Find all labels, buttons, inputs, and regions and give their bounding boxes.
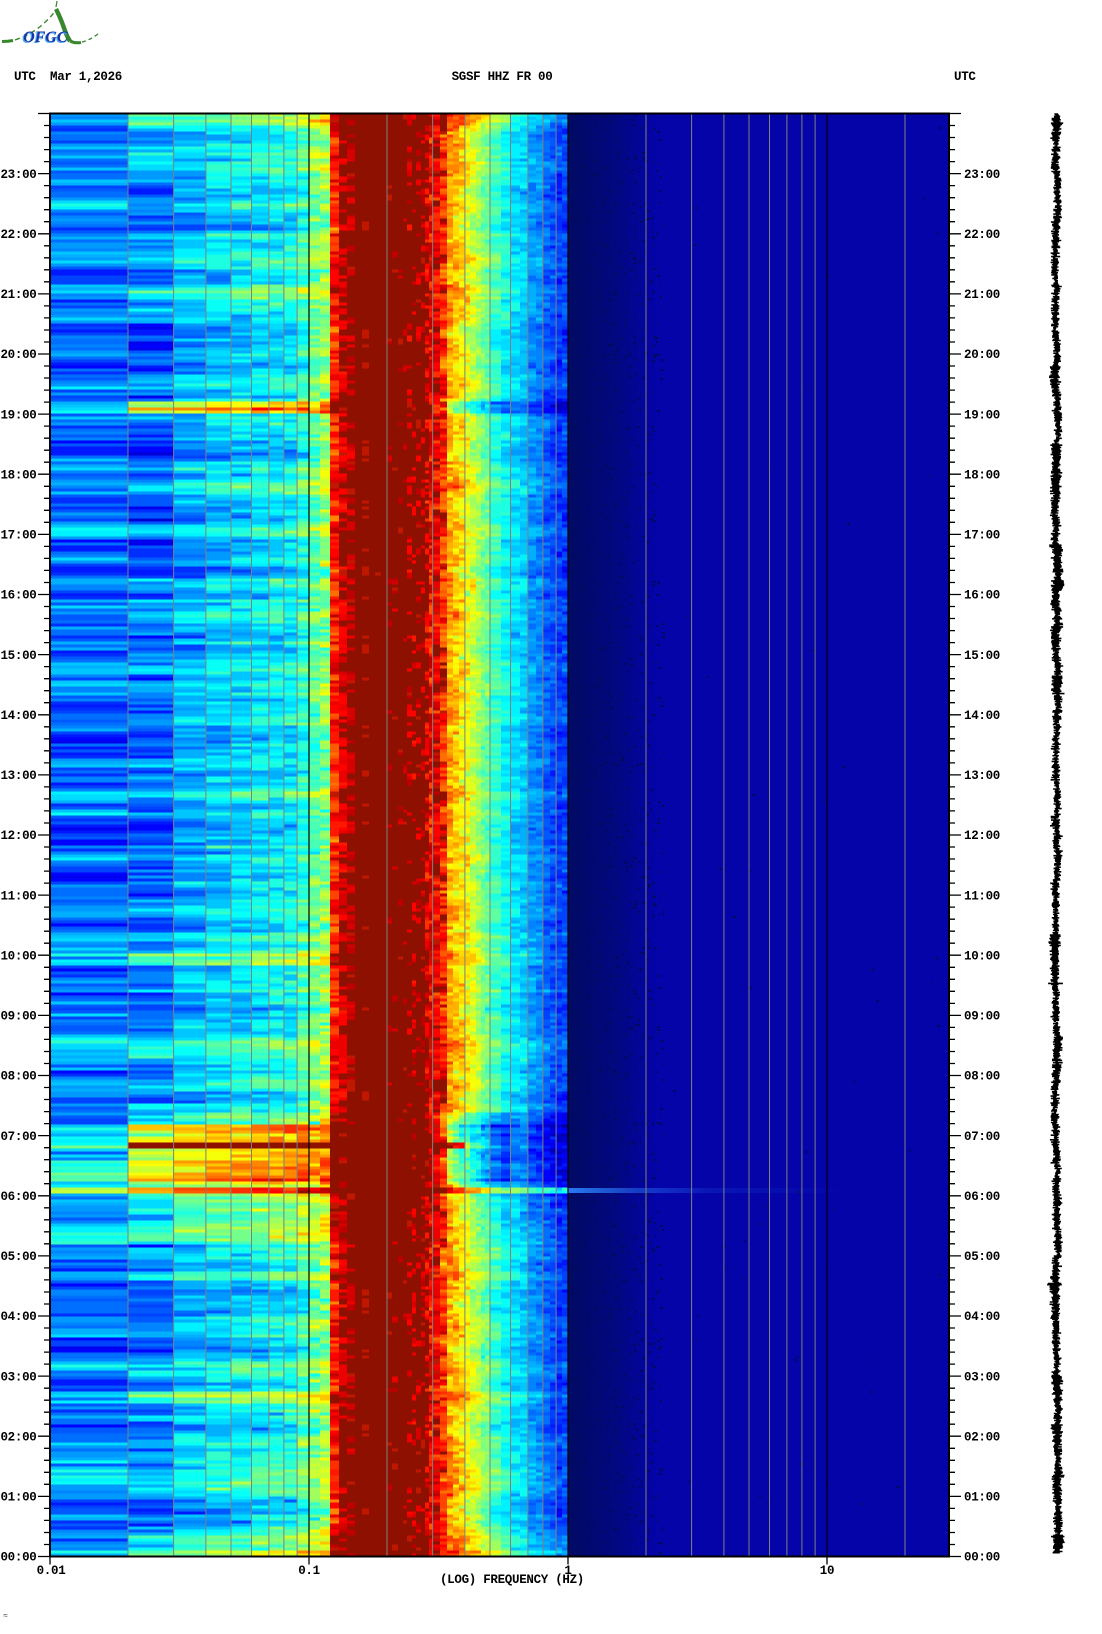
svg-text:(LOG) FREQUENCY (HZ): (LOG) FREQUENCY (HZ) bbox=[440, 1573, 584, 1587]
svg-text:16:00: 16:00 bbox=[0, 589, 36, 603]
svg-text:UTC: UTC bbox=[954, 70, 976, 84]
svg-text:21:00: 21:00 bbox=[964, 288, 1000, 302]
svg-text:08:00: 08:00 bbox=[0, 1070, 36, 1084]
svg-text:10:00: 10:00 bbox=[964, 950, 1000, 964]
svg-text:OFGC: OFGC bbox=[22, 30, 67, 47]
svg-text:03:00: 03:00 bbox=[964, 1370, 1000, 1384]
svg-text:05:00: 05:00 bbox=[0, 1250, 36, 1264]
svg-text:20:00: 20:00 bbox=[964, 348, 1000, 362]
svg-text:04:00: 04:00 bbox=[0, 1310, 36, 1324]
svg-text:19:00: 19:00 bbox=[0, 408, 36, 422]
svg-text:UTC: UTC bbox=[14, 70, 36, 84]
svg-text:12:00: 12:00 bbox=[0, 829, 36, 843]
svg-text:13:00: 13:00 bbox=[964, 769, 1000, 783]
svg-text:Mar 1,2026: Mar 1,2026 bbox=[50, 70, 122, 84]
svg-text:14:00: 14:00 bbox=[964, 709, 1000, 723]
svg-text:20:00: 20:00 bbox=[0, 348, 36, 362]
svg-text:14:00: 14:00 bbox=[0, 709, 36, 723]
svg-text:1: 1 bbox=[564, 1564, 571, 1578]
svg-text:12:00: 12:00 bbox=[964, 829, 1000, 843]
svg-text:≈: ≈ bbox=[3, 1612, 8, 1621]
svg-text:22:00: 22:00 bbox=[964, 228, 1000, 242]
svg-text:16:00: 16:00 bbox=[964, 589, 1000, 603]
svg-text:23:00: 23:00 bbox=[0, 168, 36, 182]
svg-text:09:00: 09:00 bbox=[0, 1010, 36, 1024]
svg-text:02:00: 02:00 bbox=[964, 1431, 1000, 1445]
svg-text:04:00: 04:00 bbox=[964, 1310, 1000, 1324]
svg-text:06:00: 06:00 bbox=[0, 1190, 36, 1204]
svg-text:SGSF HHZ FR 00: SGSF HHZ FR 00 bbox=[452, 70, 553, 84]
svg-text:23:00: 23:00 bbox=[964, 168, 1000, 182]
svg-text:18:00: 18:00 bbox=[964, 468, 1000, 482]
svg-text:15:00: 15:00 bbox=[0, 649, 36, 663]
svg-text:17:00: 17:00 bbox=[0, 529, 36, 543]
svg-text:08:00: 08:00 bbox=[964, 1070, 1000, 1084]
svg-text:10:00: 10:00 bbox=[0, 950, 36, 964]
svg-text:18:00: 18:00 bbox=[0, 468, 36, 482]
svg-text:03:00: 03:00 bbox=[0, 1370, 36, 1384]
svg-text:17:00: 17:00 bbox=[964, 529, 1000, 543]
svg-text:0.1: 0.1 bbox=[298, 1564, 320, 1578]
svg-text:06:00: 06:00 bbox=[964, 1190, 1000, 1204]
svg-text:OFGC: OFGC bbox=[23, 29, 68, 46]
svg-text:11:00: 11:00 bbox=[964, 889, 1000, 903]
svg-text:07:00: 07:00 bbox=[0, 1130, 36, 1144]
svg-text:01:00: 01:00 bbox=[964, 1491, 1000, 1505]
svg-text:00:00: 00:00 bbox=[964, 1551, 1000, 1565]
svg-text:0.01: 0.01 bbox=[37, 1564, 66, 1578]
svg-text:00:00: 00:00 bbox=[0, 1551, 36, 1565]
svg-text:10: 10 bbox=[820, 1564, 834, 1578]
svg-text:22:00: 22:00 bbox=[0, 228, 36, 242]
svg-text:15:00: 15:00 bbox=[964, 649, 1000, 663]
svg-text:05:00: 05:00 bbox=[964, 1250, 1000, 1264]
svg-text:09:00: 09:00 bbox=[964, 1010, 1000, 1024]
svg-text:07:00: 07:00 bbox=[964, 1130, 1000, 1144]
svg-text:13:00: 13:00 bbox=[0, 769, 36, 783]
svg-text:01:00: 01:00 bbox=[0, 1491, 36, 1505]
svg-text:11:00: 11:00 bbox=[0, 889, 36, 903]
svg-text:02:00: 02:00 bbox=[0, 1431, 36, 1445]
svg-text:19:00: 19:00 bbox=[964, 408, 1000, 422]
svg-text:21:00: 21:00 bbox=[0, 288, 36, 302]
